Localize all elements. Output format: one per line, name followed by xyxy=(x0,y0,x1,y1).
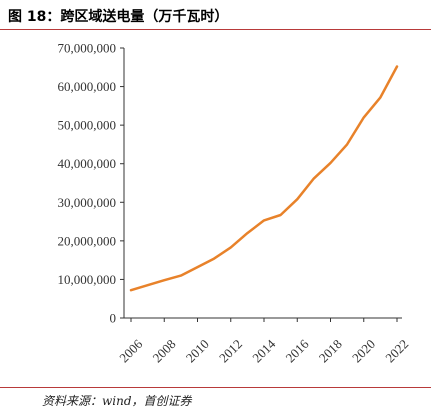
chart-axes xyxy=(123,48,402,319)
y-tick-label: 10,000,000 xyxy=(58,272,117,287)
top-rule xyxy=(0,29,431,30)
x-tick-label: 2022 xyxy=(382,336,411,365)
bottom-rule xyxy=(0,387,431,388)
y-axis-ticks: 0 10,000,000 20,000,000 30,000,000 40,000,00… xyxy=(58,41,124,326)
x-tick-label: 2016 xyxy=(283,336,312,365)
y-tick-label: 30,000,000 xyxy=(58,195,117,210)
figure-title: 图 18：跨区域送电量（万千瓦时） xyxy=(8,9,229,25)
x-axis-ticks: 2006 2008 2010 2012 2014 2016 2018 2020 2022 xyxy=(116,318,411,365)
series-group xyxy=(129,65,399,292)
x-tick-label: 2020 xyxy=(349,336,378,365)
y-tick-label: 60,000,000 xyxy=(58,79,117,94)
series-line-0 xyxy=(129,65,399,292)
x-tick-label: 2010 xyxy=(183,336,212,365)
x-tick-label: 2018 xyxy=(316,336,345,365)
y-tick-label: 20,000,000 xyxy=(58,233,117,248)
x-tick-label: 2012 xyxy=(216,336,245,365)
x-tick-label: 2014 xyxy=(249,336,278,365)
y-tick-label: 0 xyxy=(110,311,117,326)
y-tick-label: 40,000,000 xyxy=(58,156,117,171)
source-note: 资料来源：wind，首创证券 xyxy=(42,394,192,408)
x-tick-label: 2008 xyxy=(150,336,179,365)
y-tick-label: 50,000,000 xyxy=(58,118,117,133)
y-tick-label: 70,000,000 xyxy=(58,41,117,56)
x-tick-label: 2006 xyxy=(116,336,145,365)
